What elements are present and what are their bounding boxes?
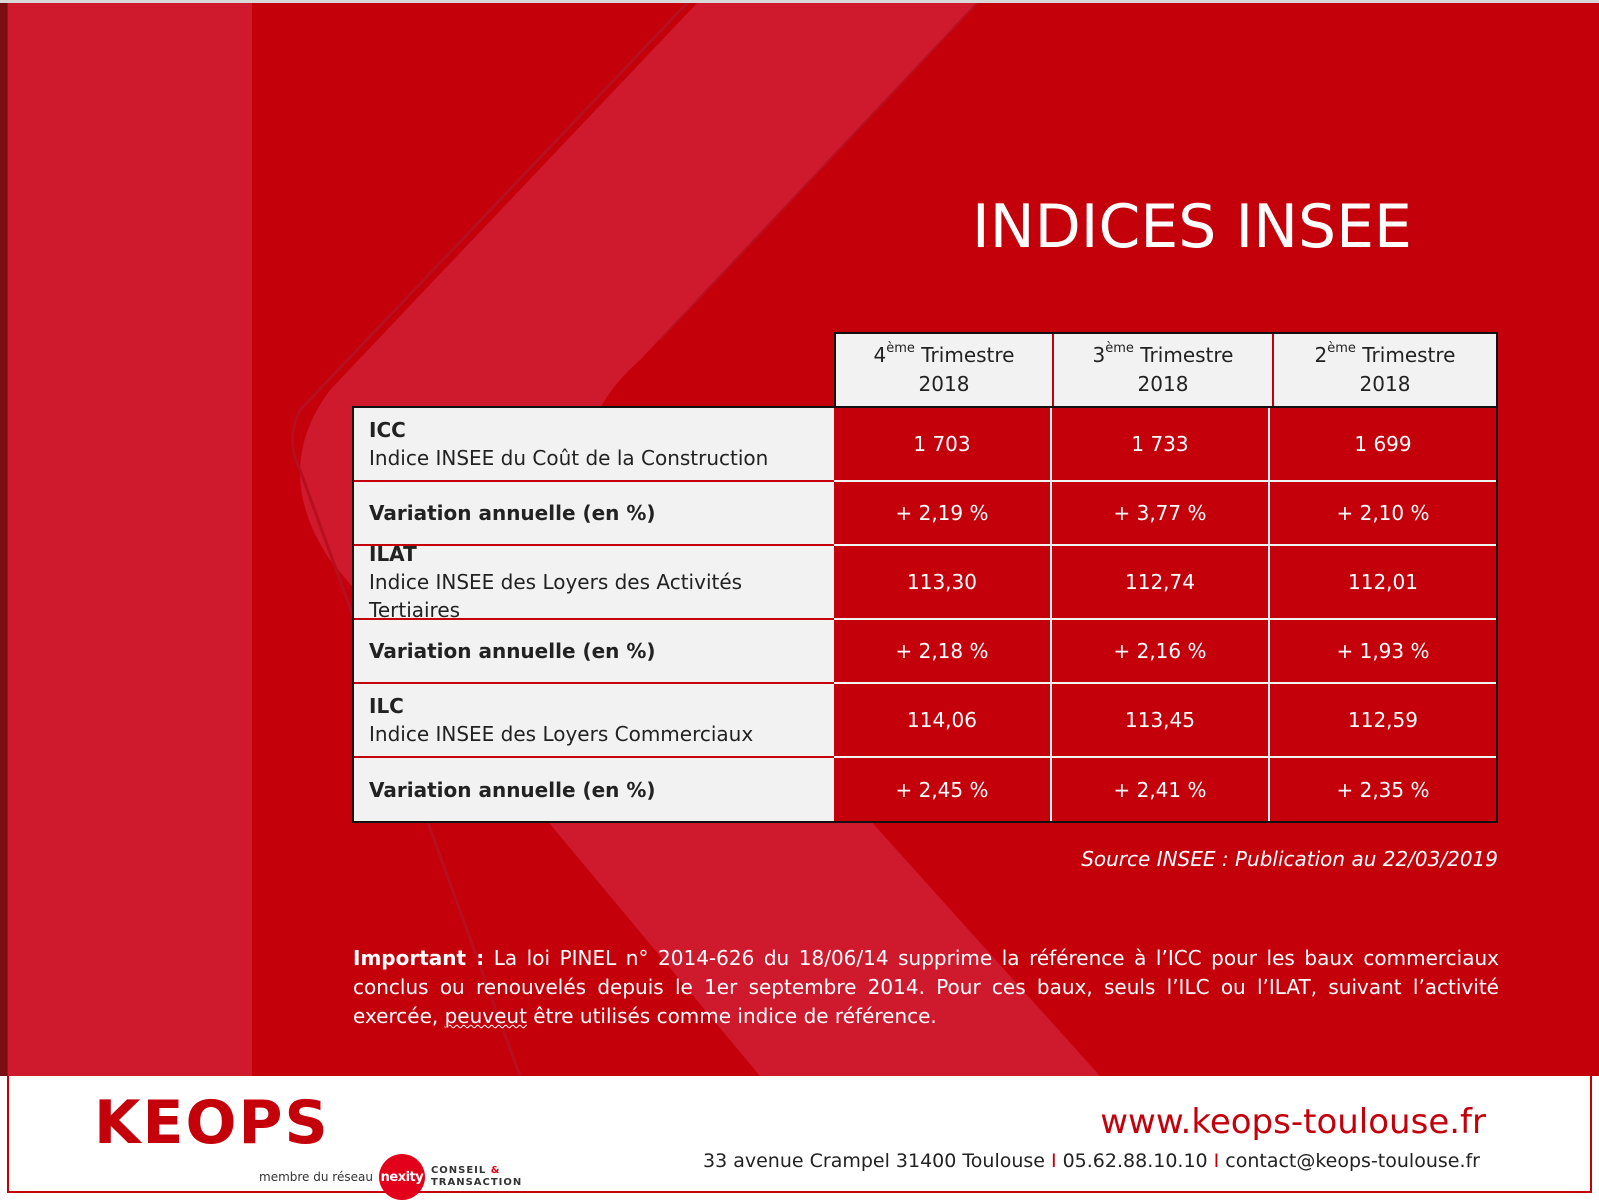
row-label: Variation annuelle (en %) xyxy=(354,620,834,682)
index-description: Indice INSEE des Loyers des Activités Te… xyxy=(369,570,743,622)
note-misspelled-word: peuveut xyxy=(444,1004,527,1028)
value-cell: 112,74 xyxy=(1052,546,1268,618)
table-row-ilc: ILC Indice INSEE des Loyers Commerciaux … xyxy=(354,684,1496,756)
value-cell: + 2,18 % xyxy=(834,620,1050,682)
value-cell: + 2,45 % xyxy=(834,758,1050,821)
note-text-end: être utilisés comme indice de référence. xyxy=(526,1004,937,1028)
value-cell: 113,30 xyxy=(834,546,1050,618)
index-code: ILC xyxy=(369,694,404,718)
row-divider xyxy=(354,756,1496,758)
note-label: Important : xyxy=(353,946,485,970)
value-cell: 112,59 xyxy=(1270,684,1496,756)
table-row-icc: ICC Indice INSEE du Coût de la Construct… xyxy=(354,408,1496,480)
row-label: Variation annuelle (en %) xyxy=(354,482,834,544)
conseil-transaction-label: CONSEIL & TRANSACTION xyxy=(430,1165,523,1188)
variation-label: Variation annuelle (en %) xyxy=(369,777,656,802)
header-divider xyxy=(1272,334,1274,406)
row-divider xyxy=(354,480,1496,482)
source-note: Source INSEE : Publication au 22/03/2019 xyxy=(1081,847,1498,871)
variation-label: Variation annuelle (en %) xyxy=(369,639,656,663)
separator: I xyxy=(1050,1150,1057,1172)
column-divider xyxy=(1050,408,1052,821)
header-divider xyxy=(1052,334,1054,406)
keops-logo: KEOPS xyxy=(94,1088,330,1158)
phone-number[interactable]: 05.62.88.10.10 xyxy=(1062,1150,1208,1172)
index-description: Indice INSEE des Loyers Commerciaux xyxy=(369,722,754,746)
value-cell: 1 733 xyxy=(1052,408,1268,480)
background-chevron-shape xyxy=(8,0,1100,1076)
note-text: La loi PINEL n° 2014-626 du 18/06/14 sup… xyxy=(353,946,1499,1028)
nexity-logo: nexity xyxy=(378,1154,425,1200)
index-code: ICC xyxy=(369,418,406,442)
table-row-ilat-variation: Variation annuelle (en %) + 2,18 % + 2,1… xyxy=(354,620,1496,682)
value-cell: + 2,19 % xyxy=(834,482,1050,544)
red-background: INDICES INSEE 4ème Trimestre 2018 3ème T… xyxy=(0,0,1599,1076)
table-row-icc-variation: Variation annuelle (en %) + 2,19 % + 3,7… xyxy=(354,482,1496,544)
column-header-q4: 4ème Trimestre 2018 xyxy=(873,341,1015,396)
row-divider xyxy=(354,682,1496,684)
value-cell: + 3,77 % xyxy=(1052,482,1268,544)
value-cell: + 2,10 % xyxy=(1270,482,1496,544)
website-link[interactable]: www.keops-toulouse.fr xyxy=(1100,1102,1486,1142)
address: 33 avenue Crampel 31400 Toulouse xyxy=(703,1150,1045,1172)
index-description: Indice INSEE du Coût de la Construction xyxy=(369,446,769,470)
row-divider xyxy=(354,618,1496,620)
value-cell: 112,01 xyxy=(1270,546,1496,618)
table-row-ilc-variation: Variation annuelle (en %) + 2,45 % + 2,4… xyxy=(354,758,1496,821)
indices-table: ICC Indice INSEE du Coût de la Construct… xyxy=(352,406,1498,823)
value-cell: 1 699 xyxy=(1270,408,1496,480)
value-cell: 113,45 xyxy=(1052,684,1268,756)
value-cell: + 2,35 % xyxy=(1270,758,1496,821)
footer: KEOPS membre du réseau nexity CONSEIL & … xyxy=(7,1076,1592,1200)
row-divider xyxy=(354,544,1496,546)
contact-line: 33 avenue Crampel 31400 Toulouse I 05.62.8… xyxy=(703,1150,1480,1172)
index-code: ILAT xyxy=(369,542,417,566)
member-text: membre du réseau xyxy=(259,1170,373,1184)
table-row-ilat: ILAT Indice INSEE des Loyers des Activit… xyxy=(354,542,1496,622)
top-edge-bar xyxy=(0,0,1599,3)
row-label: Variation annuelle (en %) xyxy=(354,758,834,821)
value-cell: 1 703 xyxy=(834,408,1050,480)
table-header: 4ème Trimestre 2018 3ème Trimestre 2018 … xyxy=(834,332,1498,408)
value-cell: + 2,16 % xyxy=(1052,620,1268,682)
email-link[interactable]: contact@keops-toulouse.fr xyxy=(1225,1150,1480,1172)
variation-label: Variation annuelle (en %) xyxy=(369,501,656,525)
value-cell: 114,06 xyxy=(834,684,1050,756)
column-header-q3: 3ème Trimestre 2018 xyxy=(1092,341,1234,396)
column-divider xyxy=(1268,408,1270,821)
value-cell: + 1,93 % xyxy=(1270,620,1496,682)
page-title: INDICES INSEE xyxy=(972,192,1412,262)
column-header-q2: 2ème Trimestre 2018 xyxy=(1314,341,1456,396)
row-label: ICC Indice INSEE du Coût de la Construct… xyxy=(354,408,834,480)
separator: I xyxy=(1213,1150,1220,1172)
row-label: ILC Indice INSEE des Loyers Commerciaux xyxy=(354,684,834,756)
left-edge-bar xyxy=(0,0,7,1076)
network-membership: membre du réseau nexity CONSEIL & TRANSA… xyxy=(259,1154,522,1200)
important-note: Important : La loi PINEL n° 2014-626 du … xyxy=(353,944,1499,1031)
row-label: ILAT Indice INSEE des Loyers des Activit… xyxy=(354,542,834,622)
value-cell: + 2,41 % xyxy=(1052,758,1268,821)
